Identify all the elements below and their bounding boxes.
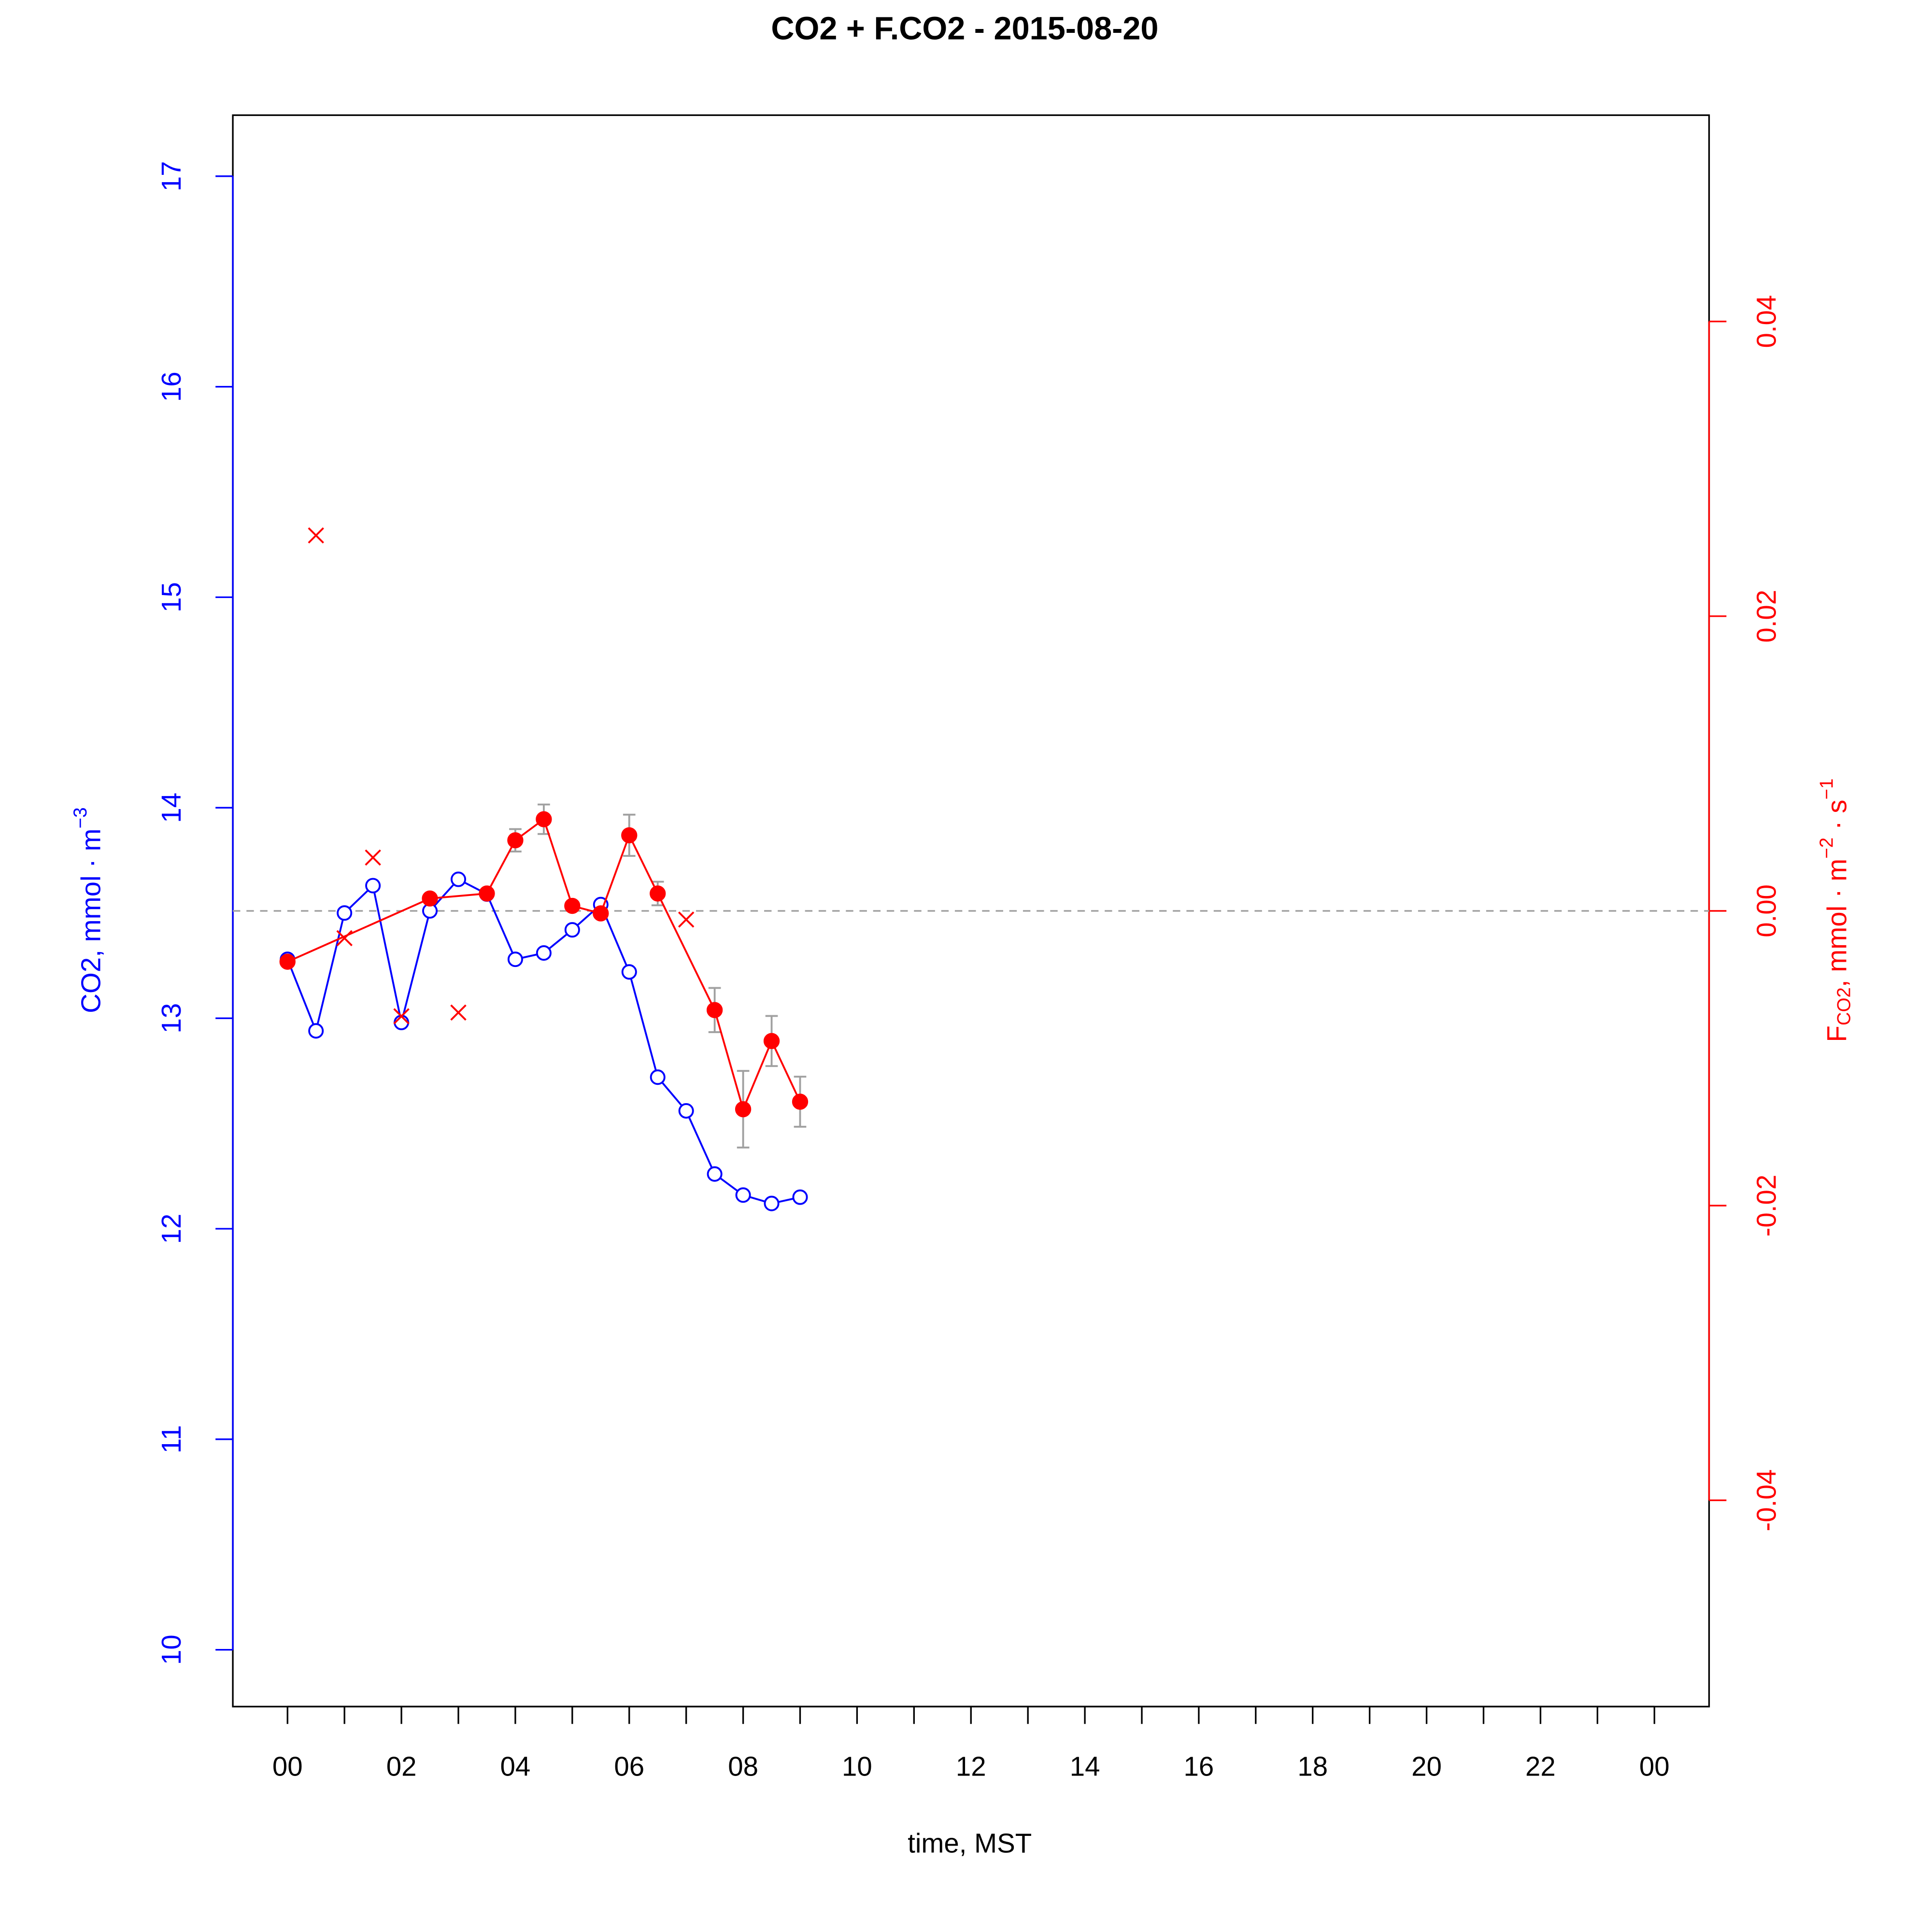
x-tick-label: 00 (272, 1751, 303, 1781)
data-point (393, 1008, 410, 1024)
y2-tick-label: -0.04 (1751, 1469, 1781, 1532)
data-point (507, 832, 524, 849)
y-tick-label: 10 (156, 1634, 186, 1665)
x-tick-label: 18 (1297, 1751, 1328, 1781)
x-tick-label: 10 (842, 1751, 872, 1781)
axis-label-part: , mmol · m (1822, 859, 1852, 987)
data-point (564, 897, 581, 914)
data-point (450, 871, 467, 887)
data-point (507, 952, 523, 967)
y2-axis-label: FCO2, mmol · m−2 · s−1 (1817, 779, 1855, 1042)
data-point (678, 1103, 694, 1119)
data-point (764, 1195, 780, 1211)
data-point (650, 1069, 666, 1085)
x-tick-label: 16 (1184, 1751, 1214, 1781)
data-point (707, 1166, 723, 1182)
y2-tick-label: 0.04 (1751, 295, 1781, 348)
data-point (394, 1014, 410, 1030)
data-point (422, 890, 438, 907)
data-point (365, 878, 381, 894)
data-point (564, 922, 580, 938)
axis-label-part: −1 (1817, 779, 1837, 800)
chart-title: CO2 + F.CO2 - 2015-08-20 (771, 11, 1158, 47)
data-point (621, 964, 637, 980)
x-tick-label: 08 (728, 1751, 758, 1781)
axis-label-part: −3 (70, 808, 91, 829)
data-point (536, 945, 552, 961)
data-point (792, 1189, 808, 1205)
data-point (536, 811, 552, 827)
x-tick-label: 04 (500, 1751, 531, 1781)
data-point (365, 849, 381, 866)
data-point (735, 1101, 752, 1118)
y2-tick-label: 0.02 (1751, 590, 1781, 643)
data-point (593, 905, 609, 922)
data-point (308, 1023, 324, 1039)
data-point (479, 885, 495, 902)
data-point (279, 953, 296, 970)
y-tick-label: 15 (156, 582, 186, 612)
y-tick-label: 11 (156, 1425, 186, 1454)
data-point (706, 1002, 723, 1018)
data-point (650, 885, 666, 902)
axis-label-part: · s (1822, 799, 1852, 837)
data-point (621, 827, 638, 844)
data-point (792, 1094, 809, 1110)
y-tick-label: 17 (156, 161, 186, 191)
x-tick-label: 02 (386, 1751, 417, 1781)
x-tick-label: 06 (614, 1751, 644, 1781)
axis-label-part: CO2, mmol · m (75, 828, 106, 1013)
y-tick-label: 16 (156, 371, 186, 402)
x-axis-label: time, MST (908, 1828, 1032, 1858)
data-point (763, 1033, 780, 1049)
x-tick-label: 00 (1639, 1751, 1670, 1781)
y-tick-label: 12 (156, 1214, 186, 1244)
data-point (450, 1004, 467, 1021)
y-tick-label: 13 (156, 1003, 186, 1034)
data-point (336, 930, 353, 947)
axis-label-part: −2 (1817, 838, 1837, 859)
x-tick-label: 22 (1525, 1751, 1556, 1781)
axis-label-part: CO2 (1834, 987, 1855, 1025)
data-point (735, 1187, 751, 1203)
x-tick-label: 14 (1070, 1751, 1100, 1781)
y-axis-label: CO2, mmol · m−3 (70, 808, 106, 1013)
x-tick-label: 20 (1411, 1751, 1442, 1781)
y2-tick-label: 0.00 (1751, 884, 1781, 938)
y-tick-label: 14 (156, 793, 186, 823)
x-tick-label: 12 (956, 1751, 986, 1781)
data-point (678, 911, 695, 928)
data-point (337, 905, 353, 921)
y2-tick-label: -0.02 (1751, 1175, 1781, 1237)
axis-label-part: F (1822, 1025, 1852, 1042)
data-point (308, 527, 324, 544)
